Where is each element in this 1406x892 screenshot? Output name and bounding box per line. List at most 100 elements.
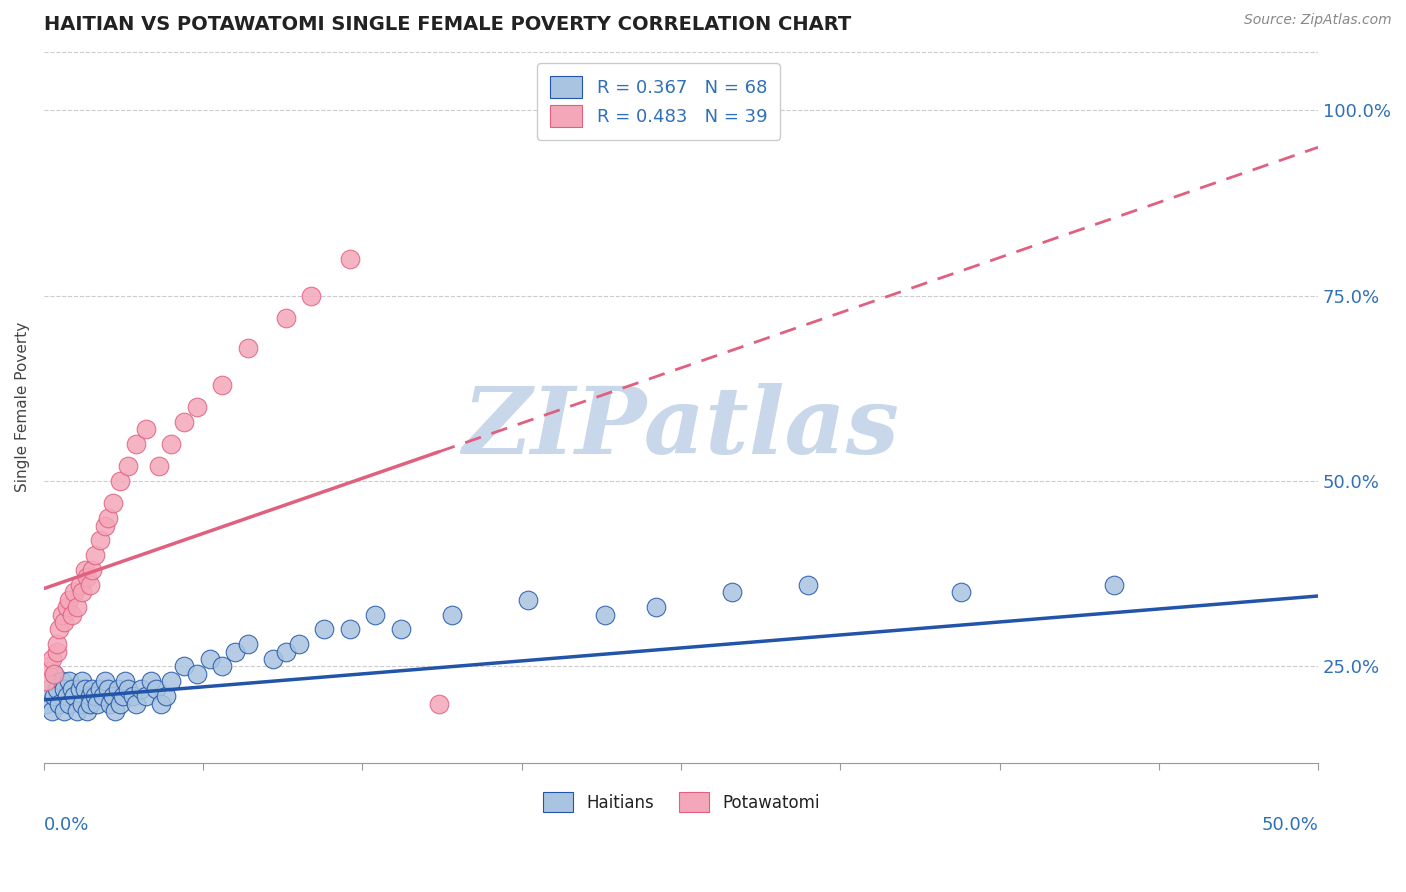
Point bbox=[94, 518, 117, 533]
Point bbox=[117, 459, 139, 474]
Point bbox=[45, 637, 67, 651]
Point bbox=[48, 623, 70, 637]
Point bbox=[287, 637, 309, 651]
Point bbox=[53, 681, 76, 696]
Legend: Haitians, Potawatomi: Haitians, Potawatomi bbox=[529, 779, 832, 826]
Point bbox=[427, 697, 450, 711]
Point bbox=[60, 607, 83, 622]
Point bbox=[56, 600, 79, 615]
Point bbox=[82, 681, 104, 696]
Point bbox=[186, 666, 208, 681]
Point bbox=[97, 681, 120, 696]
Point bbox=[797, 578, 820, 592]
Point bbox=[58, 592, 80, 607]
Point bbox=[41, 652, 63, 666]
Point bbox=[274, 310, 297, 325]
Point bbox=[73, 681, 96, 696]
Point bbox=[76, 570, 98, 584]
Point bbox=[76, 704, 98, 718]
Point bbox=[101, 689, 124, 703]
Point bbox=[63, 585, 86, 599]
Point bbox=[186, 400, 208, 414]
Point bbox=[148, 459, 170, 474]
Point bbox=[79, 689, 101, 703]
Point bbox=[364, 607, 387, 622]
Point bbox=[98, 697, 121, 711]
Point bbox=[124, 437, 146, 451]
Point bbox=[70, 674, 93, 689]
Point bbox=[63, 689, 86, 703]
Point bbox=[42, 689, 65, 703]
Point bbox=[89, 533, 111, 548]
Point bbox=[101, 496, 124, 510]
Point bbox=[111, 689, 134, 703]
Point bbox=[236, 637, 259, 651]
Point bbox=[262, 652, 284, 666]
Point bbox=[124, 697, 146, 711]
Point bbox=[339, 252, 361, 266]
Point bbox=[110, 474, 132, 488]
Point bbox=[145, 681, 167, 696]
Point bbox=[110, 697, 132, 711]
Point bbox=[104, 704, 127, 718]
Point bbox=[73, 563, 96, 577]
Point bbox=[114, 674, 136, 689]
Point bbox=[70, 697, 93, 711]
Point bbox=[389, 623, 412, 637]
Point bbox=[91, 689, 114, 703]
Point bbox=[139, 674, 162, 689]
Text: 50.0%: 50.0% bbox=[1261, 816, 1319, 834]
Point bbox=[79, 697, 101, 711]
Point bbox=[42, 666, 65, 681]
Point bbox=[173, 659, 195, 673]
Point bbox=[70, 585, 93, 599]
Point bbox=[107, 681, 129, 696]
Point bbox=[83, 548, 105, 562]
Point bbox=[42, 666, 65, 681]
Point bbox=[135, 422, 157, 436]
Point bbox=[122, 689, 145, 703]
Point bbox=[97, 511, 120, 525]
Text: ZIPatlas: ZIPatlas bbox=[463, 384, 900, 474]
Point bbox=[644, 600, 666, 615]
Text: Source: ZipAtlas.com: Source: ZipAtlas.com bbox=[1244, 13, 1392, 28]
Point bbox=[150, 697, 173, 711]
Point bbox=[53, 704, 76, 718]
Point bbox=[83, 689, 105, 703]
Point bbox=[66, 704, 89, 718]
Text: HAITIAN VS POTAWATOMI SINGLE FEMALE POVERTY CORRELATION CHART: HAITIAN VS POTAWATOMI SINGLE FEMALE POVE… bbox=[44, 15, 851, 34]
Y-axis label: Single Female Poverty: Single Female Poverty bbox=[15, 322, 30, 492]
Text: 0.0%: 0.0% bbox=[44, 816, 89, 834]
Point bbox=[86, 697, 108, 711]
Point bbox=[135, 689, 157, 703]
Point bbox=[160, 437, 183, 451]
Point bbox=[94, 674, 117, 689]
Point bbox=[35, 697, 58, 711]
Point bbox=[155, 689, 177, 703]
Point bbox=[51, 674, 73, 689]
Point bbox=[45, 645, 67, 659]
Point bbox=[69, 578, 91, 592]
Point bbox=[1104, 578, 1126, 592]
Point bbox=[69, 681, 91, 696]
Point bbox=[58, 697, 80, 711]
Point bbox=[89, 681, 111, 696]
Point bbox=[51, 607, 73, 622]
Point bbox=[41, 704, 63, 718]
Point bbox=[129, 681, 152, 696]
Point bbox=[53, 615, 76, 629]
Point bbox=[35, 674, 58, 689]
Point bbox=[721, 585, 744, 599]
Point bbox=[211, 659, 233, 673]
Point bbox=[950, 585, 973, 599]
Point bbox=[517, 592, 540, 607]
Point bbox=[38, 681, 60, 696]
Point bbox=[274, 645, 297, 659]
Point bbox=[48, 697, 70, 711]
Point bbox=[45, 681, 67, 696]
Point bbox=[314, 623, 336, 637]
Point bbox=[339, 623, 361, 637]
Point bbox=[198, 652, 221, 666]
Point bbox=[79, 578, 101, 592]
Point bbox=[58, 674, 80, 689]
